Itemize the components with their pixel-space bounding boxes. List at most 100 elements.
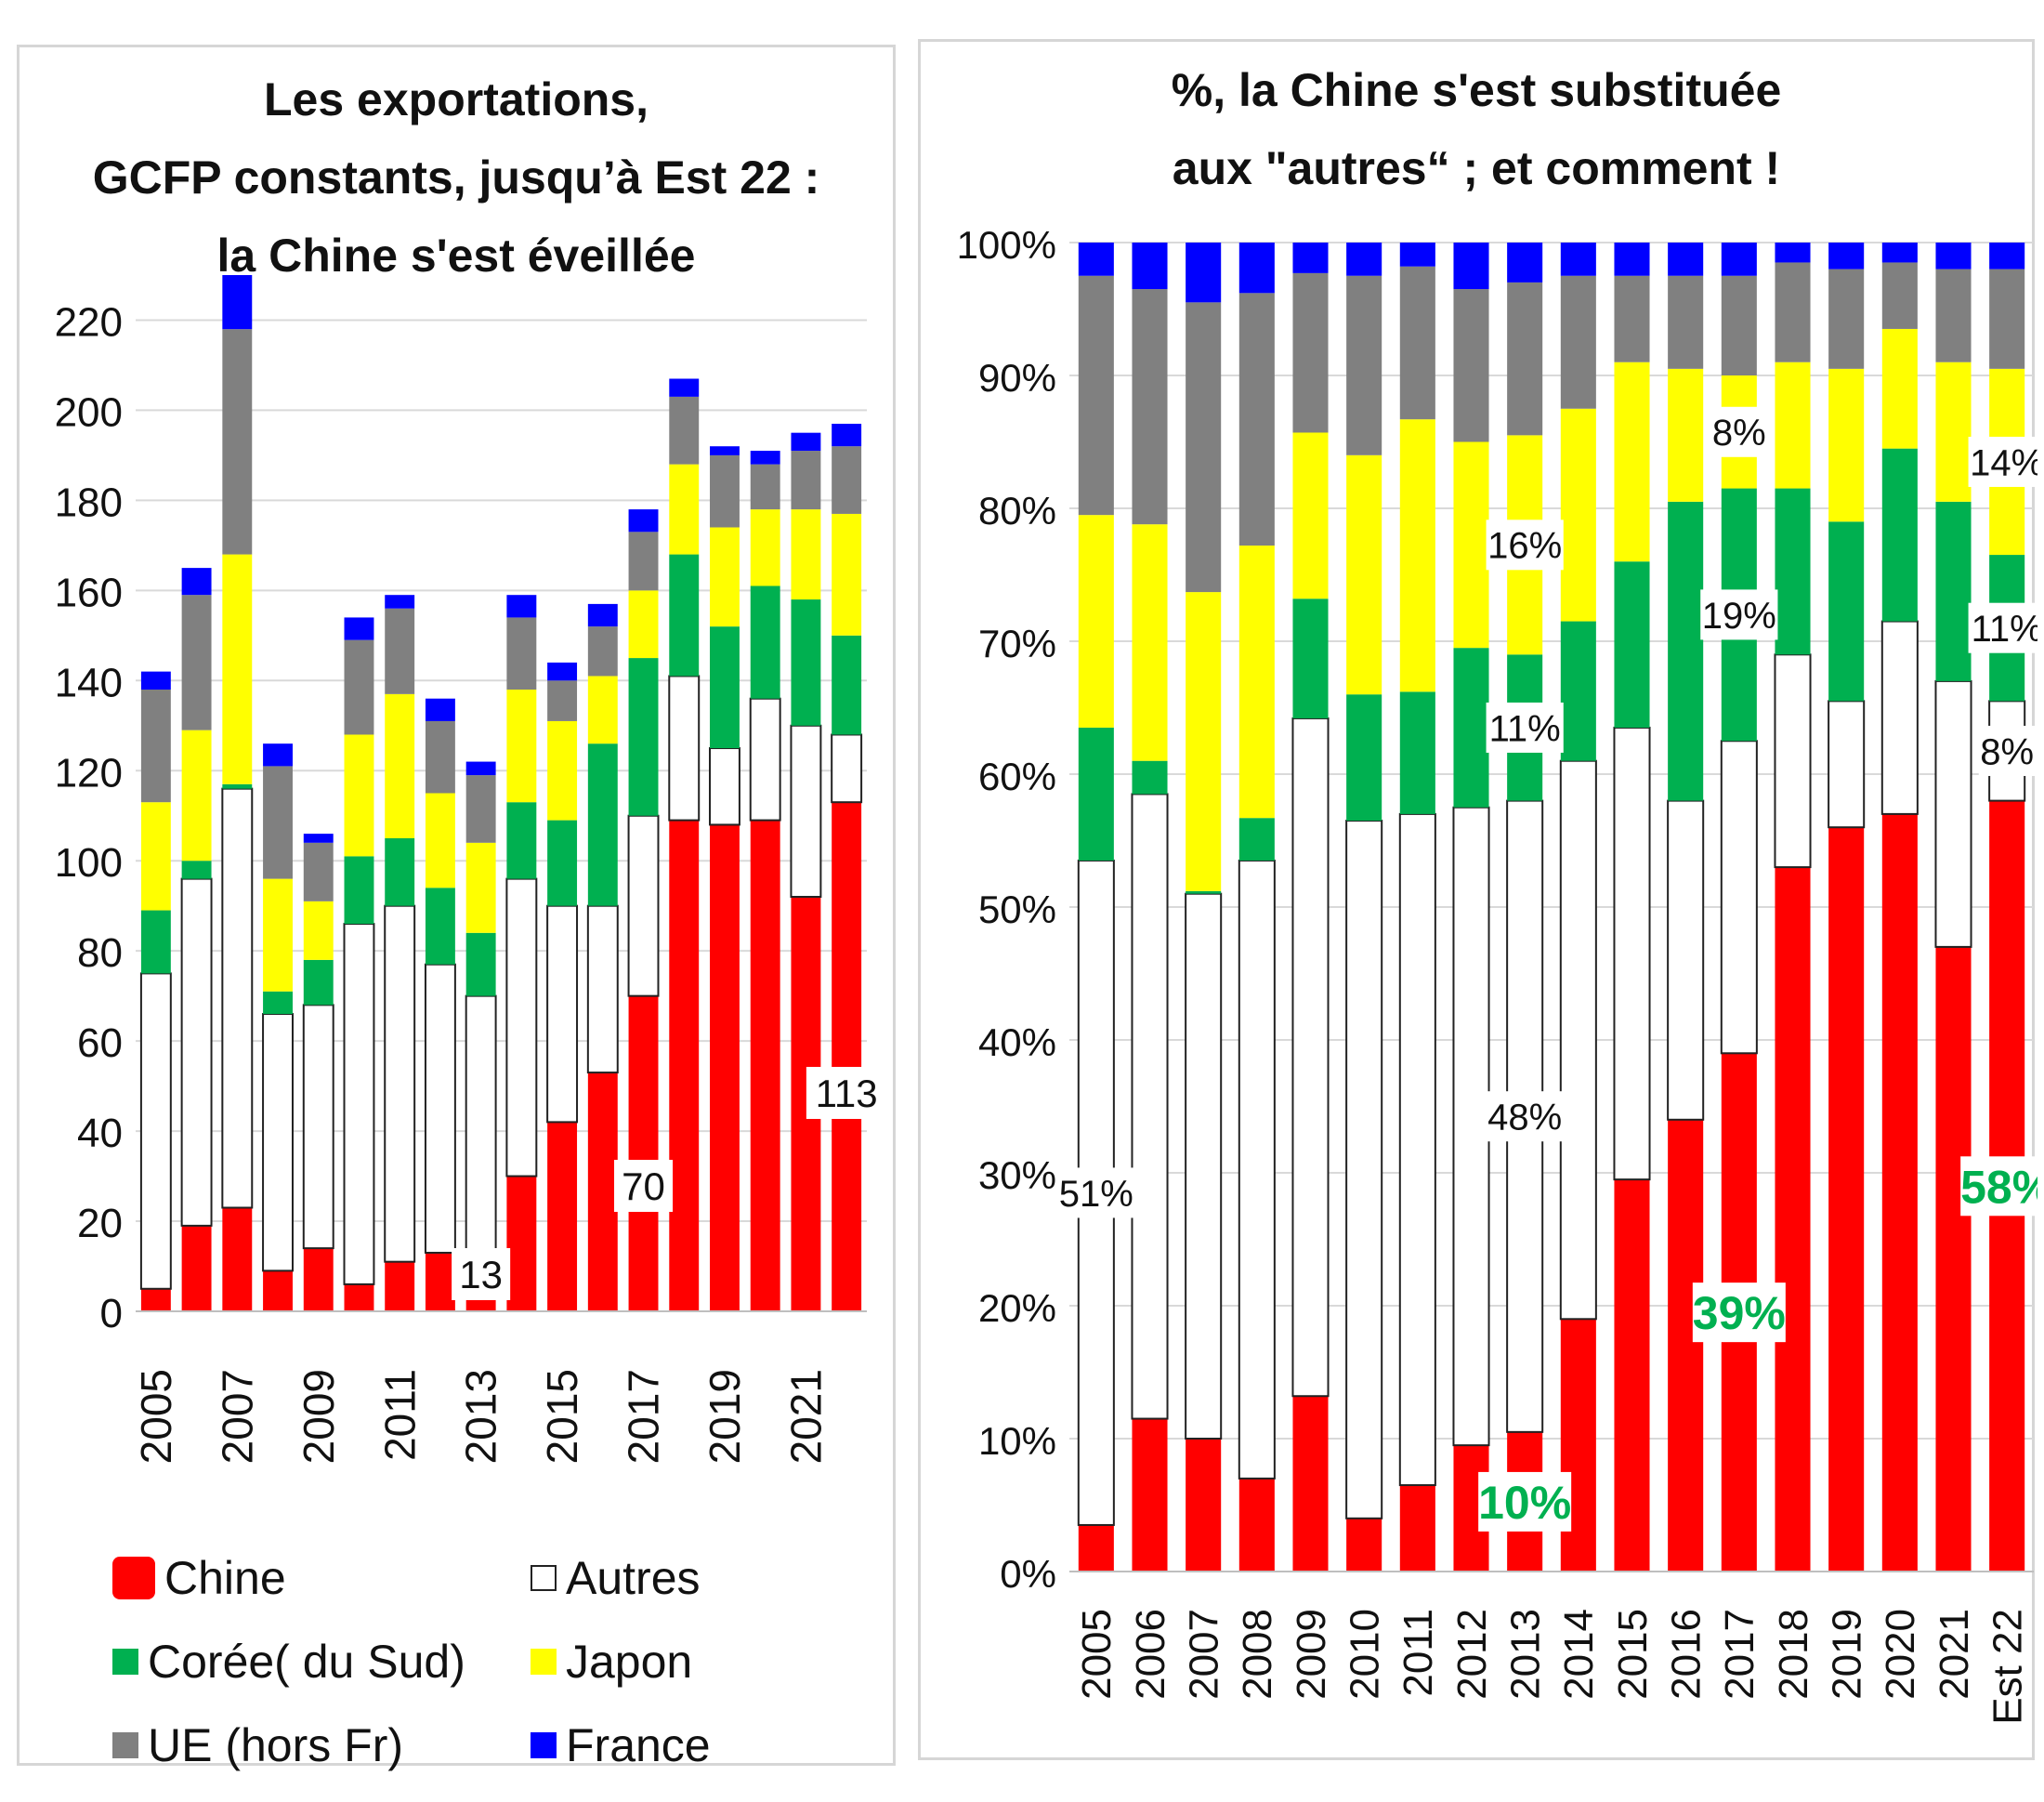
bar-segment-ue-hors-fr xyxy=(263,766,293,879)
bar-segment-japon xyxy=(832,513,862,636)
bar-segment-cor-e-du-sud xyxy=(344,856,374,925)
bar-segment-cor-e-du-sud xyxy=(1186,890,1222,894)
data-label: 11% xyxy=(1968,602,2037,653)
bar-segment-cor-e-du-sud xyxy=(1614,561,1650,728)
bar-segment-ue-hors-fr xyxy=(1346,275,1382,455)
bar-segment-ue-hors-fr xyxy=(1614,275,1650,362)
bar-segment-chine xyxy=(263,1270,293,1311)
bar-segment-france xyxy=(385,595,415,609)
bar-segment-autres xyxy=(1291,717,1330,1398)
bar-segment-france xyxy=(303,834,334,843)
data-label-text: 14% xyxy=(1970,442,2037,483)
data-label-text: 11% xyxy=(1972,609,2037,650)
y-tick-label: 180 xyxy=(55,480,123,525)
bar-segment-france xyxy=(1453,243,1489,290)
bar-segment-ue-hors-fr xyxy=(587,626,618,677)
data-label-text: 19% xyxy=(1702,596,1776,637)
bar-segment-japon xyxy=(1668,368,1704,502)
bar-segment-ue-hors-fr xyxy=(1238,293,1275,546)
bar-segment-ue-hors-fr xyxy=(1078,275,1114,516)
data-label: 14% xyxy=(1968,436,2037,487)
data-label: 10% xyxy=(1478,1471,1572,1532)
y-tick-label: 60 xyxy=(77,1020,123,1066)
y-tick-label: 160 xyxy=(55,570,123,615)
legend-item-japon: Japon xyxy=(531,1635,692,1689)
bar-segment-ue-hors-fr xyxy=(222,329,253,555)
data-label-text: 8% xyxy=(1712,413,1766,454)
bar-segment-japon xyxy=(385,693,415,838)
bar-segment-france xyxy=(222,275,253,330)
x-tick-label: Est 22 xyxy=(1985,1609,2031,1725)
bar-segment-chine xyxy=(1828,827,1865,1572)
data-label-box xyxy=(806,1067,887,1119)
data-label: 51% xyxy=(1057,1167,1135,1218)
y-tick-label: 220 xyxy=(55,299,123,345)
x-tick-label: 2008 xyxy=(1235,1609,1280,1700)
bar-segment-japon xyxy=(1132,524,1168,761)
data-label-text: 48% xyxy=(1487,1098,1562,1138)
bar-segment-autres xyxy=(1720,740,1758,1055)
x-tick-label: 2018 xyxy=(1771,1609,1816,1700)
bar-segment-france xyxy=(1078,243,1114,276)
bar-segment-chine xyxy=(1560,1319,1596,1572)
bar-segment-japon xyxy=(750,509,780,586)
bar-segment-france xyxy=(669,378,700,397)
bar-segment-chine xyxy=(140,1288,171,1311)
x-tick-label: 2011 xyxy=(375,1369,424,1461)
y-tick-label: 70% xyxy=(978,622,1056,665)
bar-segment-autres xyxy=(1185,892,1223,1440)
bar-segment-cor-e-du-sud xyxy=(1775,488,1811,655)
bar-segment-ue-hors-fr xyxy=(750,464,780,510)
bar-segment-ue-hors-fr xyxy=(832,446,862,514)
data-label-box xyxy=(1700,589,1778,640)
y-tick-label: 30% xyxy=(978,1153,1056,1197)
x-tick-label: 2006 xyxy=(1128,1609,1173,1700)
bar-segment-cor-e-du-sud xyxy=(425,888,455,965)
bar-segment-cor-e-du-sud xyxy=(587,743,618,906)
data-label-box xyxy=(1968,602,2037,653)
bar-segment-chine xyxy=(1399,1485,1435,1572)
bar-segment-japon xyxy=(547,720,578,821)
bar-segment-autres xyxy=(180,877,213,1227)
bar-segment-chine xyxy=(222,1207,253,1311)
y-tick-label: 90% xyxy=(978,356,1056,400)
data-label-text: 51% xyxy=(1059,1174,1133,1215)
bar-segment-cor-e-du-sud xyxy=(385,837,415,906)
data-label: 70 xyxy=(614,1160,674,1212)
bar-segment-ue-hors-fr xyxy=(1989,269,2025,369)
data-label-box xyxy=(1710,406,1768,457)
data-label-text: 70 xyxy=(622,1164,665,1208)
bar-segment-ue-hors-fr xyxy=(1560,275,1596,409)
bar-segment-japon xyxy=(710,527,740,627)
data-label: 16% xyxy=(1486,520,1564,571)
legend-item-chine: Chine xyxy=(112,1551,286,1605)
bar-segment-japon xyxy=(1186,592,1222,891)
bar-segment-japon xyxy=(465,842,496,933)
x-tick-label: 2014 xyxy=(1556,1609,1602,1700)
x-tick-label: 2009 xyxy=(1289,1609,1334,1700)
data-label-box xyxy=(1478,1471,1572,1532)
legend-item-ue-hors-fr: UE (hors Fr) xyxy=(112,1718,403,1772)
x-tick-label: 2019 xyxy=(1825,1609,1870,1700)
bar-segment-france xyxy=(1186,243,1222,303)
bar-segment-ue-hors-fr xyxy=(1453,289,1489,442)
bar-segment-cor-e-du-sud xyxy=(181,861,212,879)
x-tick-label: 2017 xyxy=(1717,1609,1762,1700)
bar-segment-chine xyxy=(750,820,780,1311)
bar-segment-ue-hors-fr xyxy=(710,454,740,528)
x-tick-label: 2020 xyxy=(1878,1609,1923,1700)
bar-segment-autres xyxy=(668,675,701,822)
bar-segment-ue-hors-fr xyxy=(140,690,171,803)
bar-segment-cor-e-du-sud xyxy=(1881,448,1918,622)
x-tick-label: 2021 xyxy=(782,1369,831,1464)
x-tick-label: 2005 xyxy=(132,1369,180,1464)
bar-segment-chine xyxy=(344,1283,374,1311)
x-tick-label: 2007 xyxy=(213,1369,261,1464)
bar-segment-ue-hors-fr xyxy=(1828,269,1865,369)
bar-segment-france xyxy=(1668,243,1704,276)
bar-segment-japon xyxy=(1614,362,1650,562)
legend-item-autres: Autres xyxy=(531,1551,701,1605)
bar-segment-cor-e-du-sud xyxy=(1132,760,1168,795)
bar-segment-japon xyxy=(506,690,537,803)
data-label-box xyxy=(614,1160,674,1212)
